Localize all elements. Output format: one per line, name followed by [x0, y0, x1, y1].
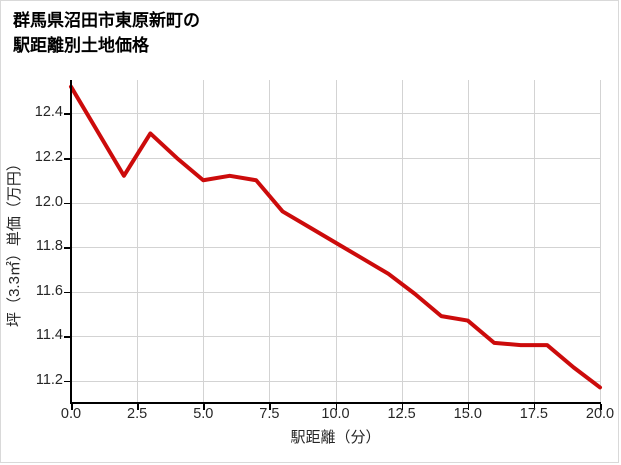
- x-tick-mark: [401, 404, 404, 410]
- y-tick-label: 11.4: [35, 327, 63, 344]
- y-tick-mark: [64, 291, 70, 294]
- gridline-vertical: [137, 80, 139, 403]
- gridline-vertical: [467, 80, 469, 403]
- x-tick-mark: [269, 404, 271, 410]
- gridline-vertical: [203, 80, 205, 403]
- x-tick-label: 7.5: [259, 406, 280, 422]
- data-line-坪単価: [69, 84, 602, 390]
- gridline-vertical: [401, 80, 403, 403]
- x-tick-mark: [71, 404, 73, 410]
- x-tick-mark: [533, 404, 536, 410]
- y-tick-mark: [64, 113, 70, 115]
- x-tick-label: 17.5: [519, 406, 548, 422]
- y-tick-mark: [64, 158, 70, 160]
- plot-area: [69, 80, 602, 403]
- x-axis-title: 駅距離（分）: [290, 429, 381, 446]
- chart-title: 群馬県沼田市東原新町の 駅距離別土地価格: [13, 11, 200, 55]
- gridline-vertical: [269, 80, 271, 403]
- y-tick-mark: [64, 336, 70, 338]
- y-tick-mark: [64, 380, 70, 383]
- x-tick-mark: [335, 404, 338, 410]
- x-tick-mark: [137, 404, 139, 410]
- y-tick-mark: [64, 247, 70, 249]
- y-axis-title: 坪（3.3㎡）単価（万円）: [6, 156, 23, 327]
- x-tick-label: 12.5: [387, 406, 416, 422]
- x-tick-mark: [600, 404, 602, 410]
- y-tick-label: 11.8: [35, 238, 63, 255]
- y-tick-mark: [64, 202, 70, 205]
- x-tick-label: 5.0: [193, 406, 214, 422]
- x-tick-label: 10.0: [321, 406, 350, 422]
- x-axis-spine: [70, 402, 601, 404]
- y-tick-label: 12.2: [34, 149, 63, 165]
- y-tick-label: 11.6: [35, 282, 63, 299]
- y-tick-label: 12.0: [34, 193, 63, 210]
- y-tick-label: 11.2: [35, 371, 63, 388]
- y-tick-label: 12.4: [34, 104, 63, 121]
- x-tick-label: 15.0: [453, 406, 482, 422]
- y-axis-spine: [70, 80, 72, 404]
- y-axis-title-holder: 坪（3.3㎡）単価（万円）: [6, 80, 33, 403]
- gridline-vertical: [600, 80, 601, 403]
- line-series-svg: [69, 84, 602, 390]
- x-tick-mark: [467, 404, 470, 410]
- x-tick-label: 0.0: [60, 406, 82, 422]
- gridline-vertical: [533, 80, 535, 403]
- x-tick-label: 2.5: [127, 406, 148, 422]
- x-tick-mark: [203, 404, 205, 410]
- x-tick-label: 20.0: [585, 406, 615, 422]
